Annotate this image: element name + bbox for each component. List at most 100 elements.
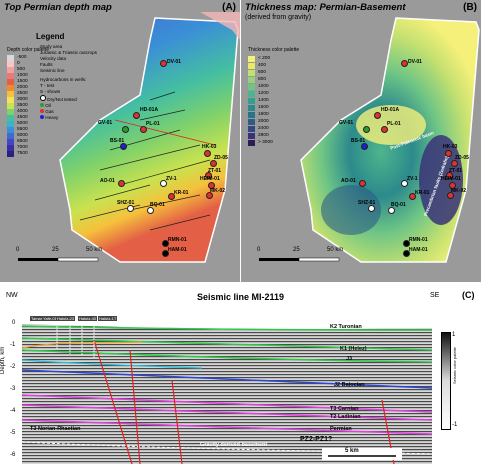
well-label: MK-02 bbox=[210, 188, 226, 194]
well-marker bbox=[118, 180, 125, 187]
scale-label: 50 km bbox=[327, 247, 344, 253]
well-marker bbox=[401, 60, 408, 67]
well-marker bbox=[162, 240, 169, 247]
well-marker bbox=[381, 126, 388, 133]
scale-label: 0 bbox=[16, 247, 20, 253]
well-marker bbox=[122, 126, 129, 133]
well-marker bbox=[205, 172, 212, 179]
scale-label: 25 bbox=[52, 247, 59, 253]
palette-label: 1500 bbox=[17, 79, 28, 84]
thickness-palette-title: Thickness color palette bbox=[248, 47, 300, 53]
palette-label: 5000 bbox=[17, 121, 28, 126]
well-label: HAM-01 bbox=[409, 247, 428, 253]
palette-swatch bbox=[7, 85, 14, 91]
legend-item: Study area bbox=[40, 44, 63, 49]
well-marker bbox=[451, 160, 458, 167]
colorbar-top-label: 1 bbox=[452, 332, 456, 338]
colorbar-label: Seismic color palette bbox=[452, 347, 457, 384]
palette-label: > 3000 bbox=[258, 140, 273, 145]
hc-item: Gas bbox=[40, 109, 97, 115]
legend-items: Study area Jurassic & Triassic outcrops … bbox=[40, 44, 97, 121]
well-label: PL-01 bbox=[146, 121, 160, 127]
well-marker bbox=[361, 143, 368, 150]
well-label: BS-01 bbox=[110, 138, 125, 144]
well-marker bbox=[127, 205, 134, 212]
se-label: SE bbox=[430, 292, 440, 299]
palette-swatch bbox=[7, 97, 14, 103]
well-label: SHZ-01 bbox=[117, 200, 135, 206]
well-label: ZT-01 bbox=[208, 168, 222, 174]
palette-label: 4000 bbox=[17, 109, 28, 114]
palette-label: 1000 bbox=[258, 84, 269, 89]
horizon-label: Permian bbox=[330, 426, 352, 432]
depth-axis-label: Depth, km bbox=[0, 346, 6, 374]
palette-label: 2500 bbox=[17, 91, 28, 96]
well-marker bbox=[403, 250, 410, 257]
horizon-label: T3 Norian-Rhaetian bbox=[30, 426, 81, 432]
hc-label: - shows bbox=[44, 89, 61, 94]
well-tag: Tamar Yafe-01 bbox=[30, 316, 58, 321]
palette-swatch bbox=[7, 133, 14, 139]
palette-label: 2400 bbox=[258, 126, 269, 131]
thickness-map-graphic bbox=[241, 0, 481, 282]
pz-label: PZ2-PZ1? bbox=[300, 436, 333, 443]
palette-label: 500 bbox=[17, 67, 26, 72]
y-tick: -1 bbox=[10, 342, 16, 348]
well-label: SHZ-01 bbox=[358, 200, 376, 206]
palette-label: 5500 bbox=[17, 127, 28, 132]
well-label: HK-03 bbox=[202, 144, 217, 150]
well-label: HEIM-01 bbox=[200, 176, 220, 182]
hc-item: Oil bbox=[40, 103, 97, 109]
y-tick: -5 bbox=[10, 430, 16, 436]
well-label: DV-01 bbox=[167, 59, 181, 65]
panel-a-title: Top Permian depth map bbox=[4, 2, 112, 13]
well-label: ZV-1 bbox=[166, 176, 177, 182]
palette-swatch bbox=[7, 103, 14, 109]
hc-title: Hydrocarbons in wells: bbox=[40, 77, 87, 82]
legend-item: Seismic line bbox=[40, 68, 65, 73]
well-marker bbox=[447, 192, 454, 199]
legend-item: Jurassic & Triassic outcrops bbox=[40, 50, 97, 55]
panel-b-letter: (B) bbox=[463, 2, 477, 13]
palette-swatch bbox=[248, 112, 255, 118]
palette-label: 600 bbox=[258, 70, 267, 75]
well-label: HD-01A bbox=[381, 107, 400, 113]
well-label: BQ-01 bbox=[391, 202, 406, 208]
panel-b-subtitle: (derived from gravity) bbox=[245, 14, 312, 21]
palette-label: 1600 bbox=[258, 105, 269, 110]
y-tick: -4 bbox=[10, 408, 16, 414]
y-tick: 0 bbox=[12, 320, 16, 326]
palette-label: 800 bbox=[258, 77, 267, 82]
well-label: AO-01 bbox=[100, 178, 115, 184]
well-label: KR-01 bbox=[174, 190, 189, 196]
well-marker bbox=[446, 172, 453, 179]
horizon-label: K1 (Helez) bbox=[340, 346, 367, 352]
panel-a-letter: (A) bbox=[222, 2, 236, 13]
well-label: HK-03 bbox=[443, 144, 458, 150]
palette-swatch bbox=[7, 55, 14, 61]
horizon-label: K2 Turonian bbox=[330, 324, 362, 330]
y-tick: -2 bbox=[10, 364, 16, 370]
seismic-colorbar bbox=[441, 332, 451, 430]
depth-map-graphic bbox=[0, 0, 240, 282]
well-marker bbox=[160, 180, 167, 187]
palette-label: 6000 bbox=[17, 133, 28, 138]
palette-label: 1200 bbox=[258, 91, 269, 96]
seismic-section-graphic bbox=[22, 320, 432, 464]
well-marker bbox=[210, 160, 217, 167]
well-label: MK-02 bbox=[451, 188, 467, 194]
palette-swatch bbox=[248, 70, 255, 76]
palette-swatch bbox=[7, 127, 14, 133]
gas-well-icon bbox=[40, 109, 44, 113]
well-tag: Halutz-23 bbox=[56, 316, 76, 321]
well-label: GV-01 bbox=[98, 120, 113, 126]
well-marker bbox=[445, 150, 452, 157]
well-marker bbox=[403, 240, 410, 247]
well-label: BQ-01 bbox=[150, 202, 165, 208]
legend-item: Faults bbox=[40, 62, 53, 67]
palette-swatch bbox=[248, 91, 255, 97]
palette-swatch bbox=[248, 126, 255, 132]
well-label: ZV-1 bbox=[407, 176, 418, 182]
well-marker bbox=[208, 182, 215, 189]
well-marker bbox=[409, 193, 416, 200]
